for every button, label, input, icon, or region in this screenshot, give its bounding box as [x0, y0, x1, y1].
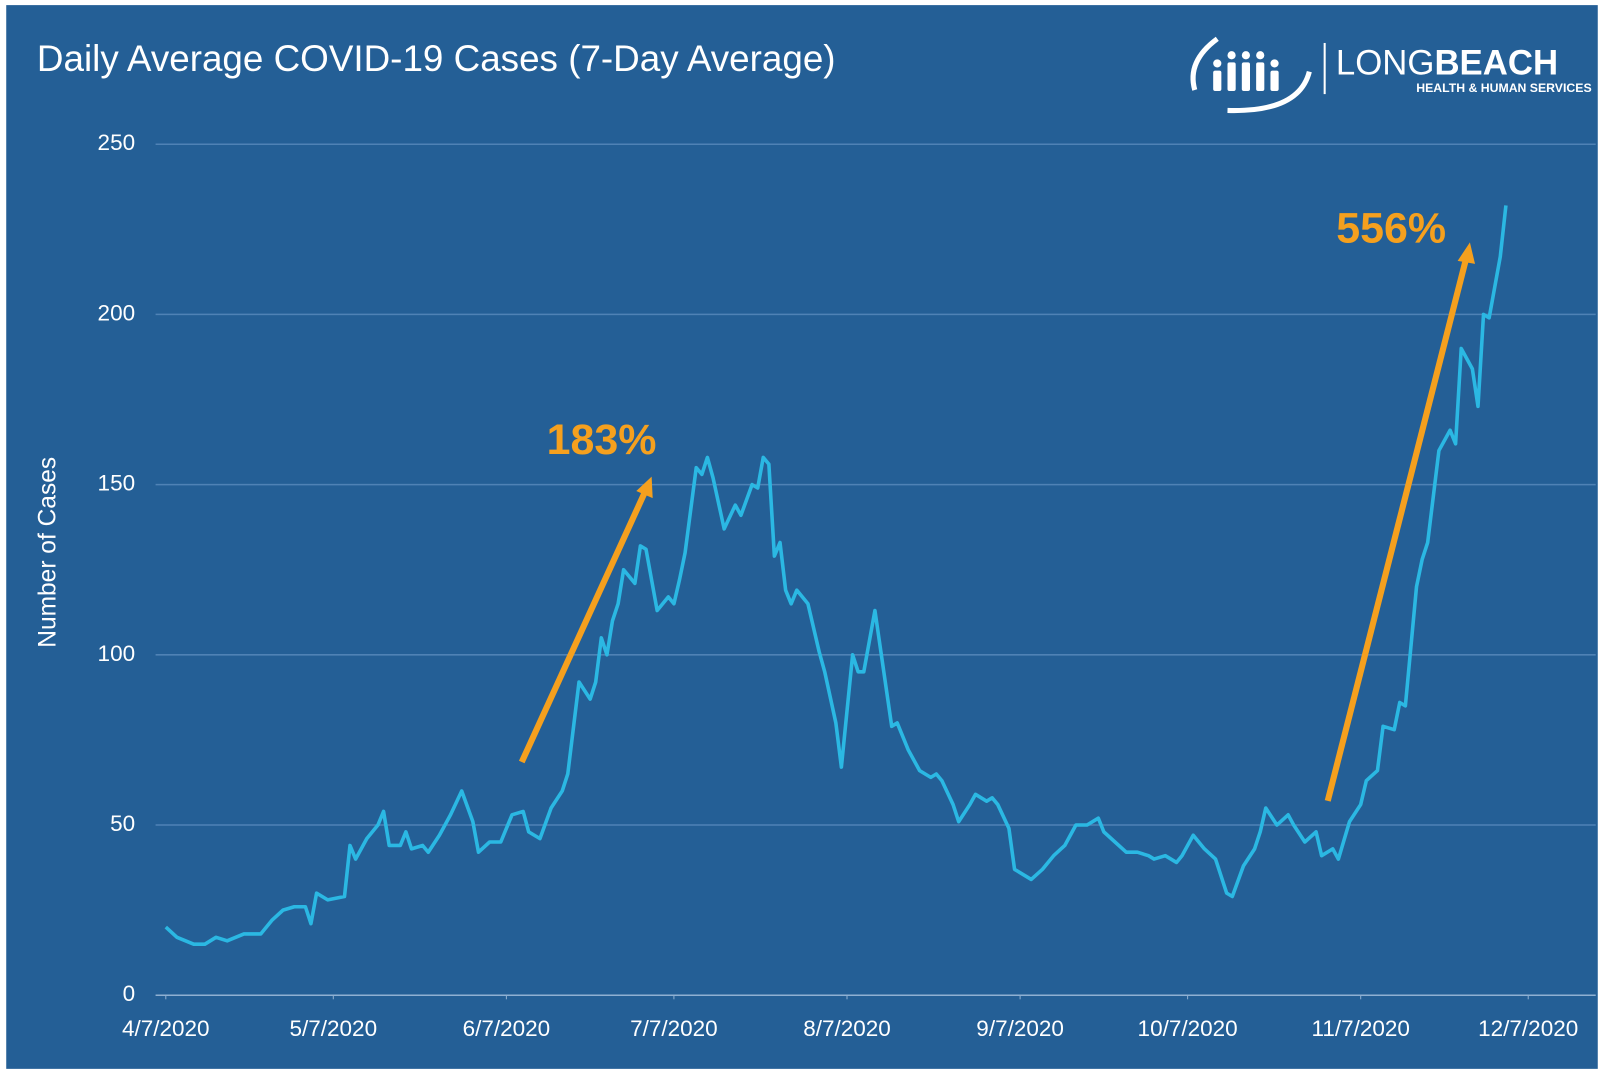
x-tick-label: 5/7/2020	[290, 1016, 378, 1041]
y-tick-label: 250	[98, 130, 136, 155]
grid	[155, 143, 1596, 996]
x-tick-label: 10/7/2020	[1138, 1016, 1238, 1041]
annotation: 183%	[547, 416, 657, 464]
background	[6, 5, 1598, 1069]
logo-arc	[1190, 36, 1219, 91]
x-tick-label: 9/7/2020	[976, 1016, 1064, 1041]
x-tick-label: 11/7/2020	[1311, 1016, 1409, 1041]
x-tick-label: 7/7/2020	[630, 1016, 718, 1041]
logo-name-light: LONG	[1336, 45, 1435, 83]
y-tick-label: 150	[98, 471, 136, 496]
y-axis-label: Number of Cases	[35, 457, 62, 648]
logo-arc	[1227, 70, 1312, 114]
logo-tagline: HEALTH & HUMAN SERVICES	[1416, 81, 1591, 95]
logo-text: LONGBEACH	[1336, 45, 1558, 83]
ticks: 0 50 100 150 200 250 4/7/2020 5/7/2020 6/7/2020 7…	[98, 130, 1579, 1041]
plot	[164, 205, 1508, 946]
x-tick-label: 8/7/2020	[803, 1016, 891, 1041]
logo: LONGBEACH HEALTH & HUMAN SERVICES	[1190, 36, 1592, 114]
arrow-head	[1457, 242, 1476, 264]
logo-name-bold: BEACH	[1434, 45, 1558, 83]
arrow-shaft	[518, 491, 648, 764]
y-tick-label: 200	[98, 300, 136, 325]
y-tick-label: 50	[110, 811, 135, 836]
chart-title: Daily Average COVID-19 Cases (7-Day Aver…	[37, 38, 836, 79]
y-tick-label: 100	[98, 641, 136, 666]
y-tick-label: 0	[123, 981, 136, 1006]
arrow-shaft	[1324, 259, 1469, 802]
x-tick-label: 4/7/2020	[122, 1016, 210, 1041]
annotation: 556%	[1336, 205, 1446, 253]
x-tick-label: 12/7/2020	[1478, 1016, 1578, 1041]
x-tick-label: 6/7/2020	[463, 1016, 551, 1041]
data-line	[164, 205, 1508, 946]
logo-figures	[1213, 51, 1279, 92]
